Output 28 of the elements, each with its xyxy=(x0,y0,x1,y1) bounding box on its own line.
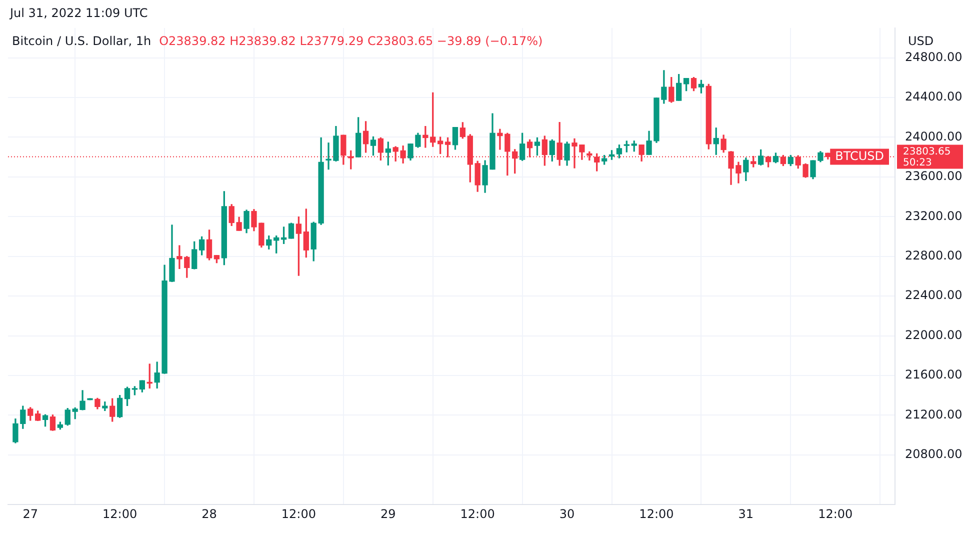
text: Bitcoin / U.S. Dollar, 1h xyxy=(12,34,152,48)
x-tick-label: 12:00 xyxy=(639,506,674,521)
y-tick-label: 24800.00 xyxy=(905,50,962,64)
x-tick-label: 12:00 xyxy=(102,506,138,521)
x-tick-label: 28 xyxy=(202,506,217,521)
y-tick-label: 22800.00 xyxy=(905,248,962,262)
ref-line-label: BTCUSD xyxy=(835,148,884,163)
y-tick-label: 21600.00 xyxy=(905,368,962,382)
x-tick-label: 30 xyxy=(559,506,575,521)
y-axis-title: USD xyxy=(908,34,934,48)
y-tick-label: 20800.00 xyxy=(905,447,962,462)
text: 50:23 xyxy=(903,157,932,168)
text: O23839.82 H23839.82 L23779.29 C23803.65 −39.89 (−0.17%) xyxy=(159,34,543,48)
y-tick-label: 21200.00 xyxy=(905,407,962,422)
y-tick-label: 22000.00 xyxy=(905,328,962,342)
y-tick-label: 24400.00 xyxy=(905,90,962,104)
y-tick-label: 24000.00 xyxy=(905,129,962,144)
text: Jul 31, 2022 11:09 UTC xyxy=(10,6,148,20)
x-tick-label: 31 xyxy=(738,506,754,521)
x-tick-label: 12:00 xyxy=(281,506,316,521)
x-tick-label: 29 xyxy=(380,506,396,521)
x-tick-label: 27 xyxy=(22,506,38,521)
y-tick-label: 23600.00 xyxy=(905,169,962,184)
y-tick-label: 22400.00 xyxy=(905,288,962,302)
text: 23803.65 xyxy=(903,146,951,158)
y-tick-label: 23200.00 xyxy=(905,208,962,223)
x-tick-label: 12:00 xyxy=(460,506,495,521)
x-tick-label: 12:00 xyxy=(818,506,853,521)
